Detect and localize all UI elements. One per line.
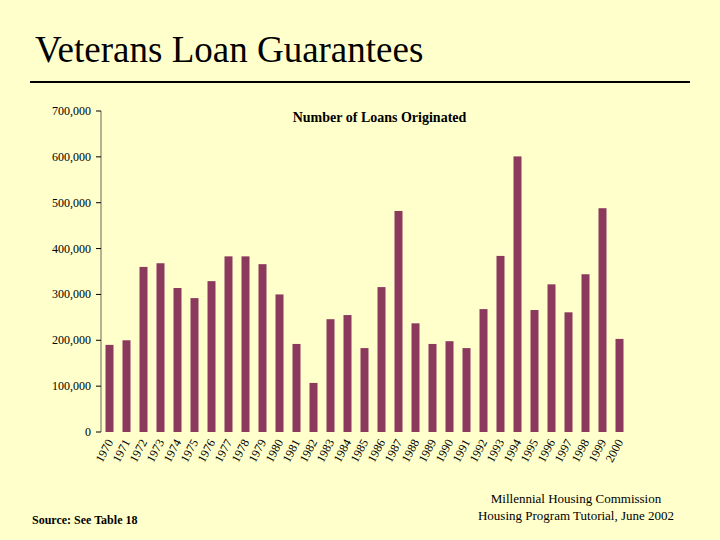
bars — [106, 156, 624, 432]
bar — [327, 319, 335, 432]
bar — [174, 288, 182, 432]
bar — [463, 348, 471, 432]
x-tick-label: 2000 — [603, 437, 627, 465]
y-tick — [96, 248, 101, 249]
bar — [140, 267, 148, 432]
y-tick — [96, 111, 101, 112]
canvas: Veterans Loan Guarantees Number of Loans … — [0, 0, 720, 540]
bar — [191, 298, 199, 432]
bar — [242, 256, 250, 432]
bar — [429, 344, 437, 432]
y-tick — [96, 156, 101, 157]
y-tick — [96, 202, 101, 203]
bar — [259, 264, 267, 432]
bar — [497, 256, 505, 432]
y-tick — [96, 340, 101, 341]
y-tick — [96, 294, 101, 295]
bar — [344, 315, 352, 432]
bar — [565, 312, 573, 432]
y-tick-label: 200,000 — [52, 333, 91, 347]
bar — [599, 208, 607, 432]
bar — [446, 341, 454, 432]
y-tick-label: 700,000 — [52, 104, 91, 118]
bar — [106, 345, 114, 432]
bar — [208, 281, 216, 432]
y-tick-label: 400,000 — [52, 242, 91, 256]
y-axis — [101, 111, 102, 432]
source-note: Source: See Table 18 — [32, 513, 137, 527]
bar — [395, 211, 403, 432]
bar — [582, 274, 590, 432]
bar — [548, 284, 556, 432]
bar — [531, 310, 539, 432]
bar — [310, 383, 318, 432]
footer-note: Millennial Housing Commission — [491, 491, 662, 506]
bar — [412, 323, 420, 432]
y-tick-label: 600,000 — [52, 150, 91, 164]
bar — [123, 340, 131, 432]
y-tick-label: 300,000 — [52, 287, 91, 301]
chart-title: Number of Loans Originated — [293, 110, 467, 125]
y-tick — [96, 386, 101, 387]
footer-note: Housing Program Tutorial, June 2002 — [478, 508, 674, 523]
bar — [616, 339, 624, 432]
bar — [157, 263, 165, 432]
bar — [293, 344, 301, 432]
bar — [361, 348, 369, 432]
bar — [480, 309, 488, 432]
y-tick-label: 100,000 — [52, 379, 91, 393]
bar — [514, 156, 522, 432]
bar — [276, 294, 284, 432]
y-tick-label: 500,000 — [52, 196, 91, 210]
slide: Veterans Loan Guarantees Number of Loans … — [0, 0, 720, 540]
bar — [378, 287, 386, 432]
slide-title: Veterans Loan Guarantees — [35, 29, 423, 70]
y-tick-label: 0 — [85, 425, 91, 439]
title-rule — [30, 81, 690, 83]
y-tick — [96, 432, 101, 433]
bar — [225, 256, 233, 432]
